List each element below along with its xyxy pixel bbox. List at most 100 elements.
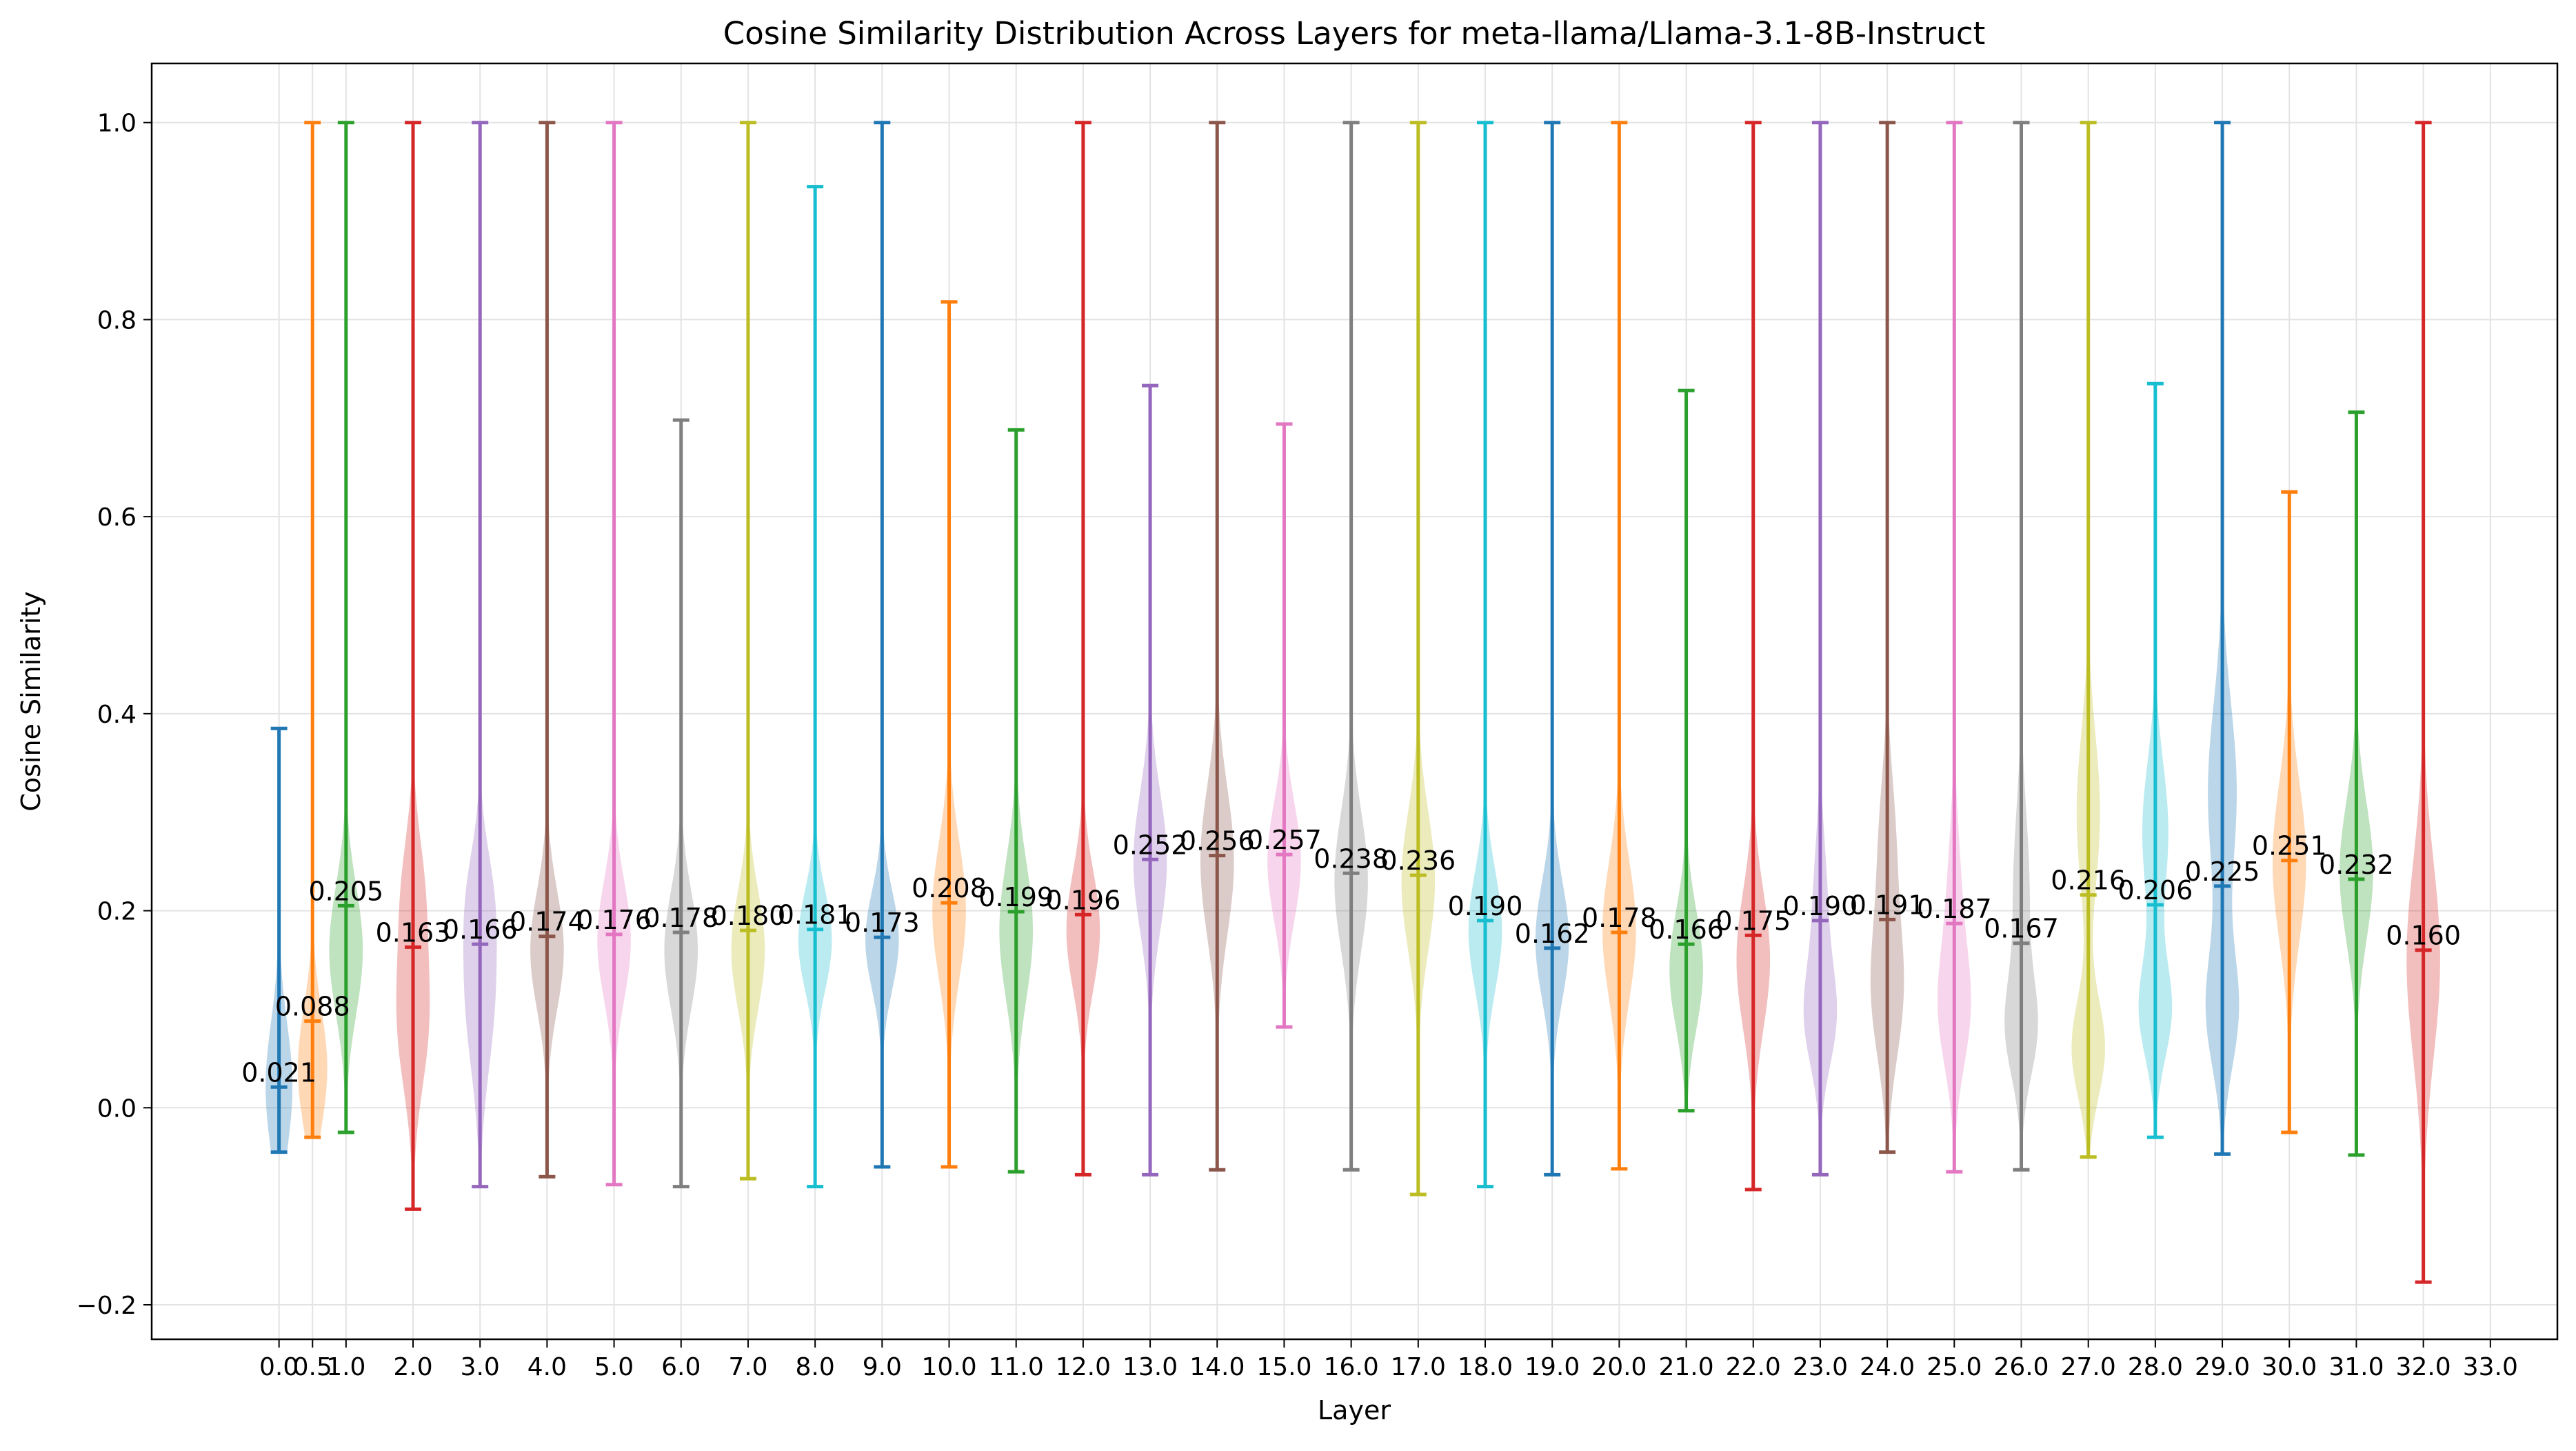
- y-tick-label: 0.2: [97, 898, 137, 926]
- x-tick-label: 16.0: [1324, 1353, 1379, 1381]
- mean-value-label: 0.178: [1582, 903, 1657, 933]
- x-tick-label: 13.0: [1123, 1353, 1178, 1381]
- mean-value-label: 0.088: [275, 992, 350, 1022]
- y-tick-label: −0.2: [77, 1292, 137, 1320]
- x-tick-label: 5.0: [594, 1353, 634, 1381]
- violin-body: [1602, 122, 1636, 1169]
- mean-value-label: 0.232: [2319, 850, 2394, 880]
- x-tick-label: 2.0: [393, 1353, 432, 1381]
- mean-value-label: 0.021: [241, 1057, 316, 1088]
- x-tick-label: 26.0: [1993, 1353, 2049, 1381]
- mean-value-label: 0.175: [1715, 905, 1791, 936]
- mean-value-label: 0.252: [1113, 830, 1188, 860]
- plot-frame: [150, 62, 2559, 1341]
- mean-value-label: 0.173: [845, 908, 920, 938]
- x-tick-label: 32.0: [2396, 1353, 2451, 1381]
- violin-body: [329, 122, 363, 1133]
- x-tick-label: 31.0: [2328, 1353, 2384, 1381]
- chart-title: Cosine Similarity Distribution Across La…: [723, 15, 1985, 52]
- x-tick-label: 20.0: [1591, 1353, 1647, 1381]
- x-tick-label: 25.0: [1926, 1353, 1982, 1381]
- mean-value-label: 0.163: [376, 917, 451, 948]
- violin-body: [1468, 122, 1502, 1187]
- x-tick-label: 11.0: [989, 1353, 1044, 1381]
- mean-value-label: 0.191: [1850, 890, 1925, 920]
- x-tick-label: 0.5: [293, 1353, 332, 1381]
- x-axis-label: Layer: [1318, 1395, 1391, 1425]
- x-tick-label: 22.0: [1726, 1353, 1781, 1381]
- violin-body: [1938, 122, 1971, 1172]
- mean-value-label: 0.176: [576, 905, 652, 935]
- x-tick-label: 19.0: [1525, 1353, 1580, 1381]
- violin-body: [463, 122, 497, 1187]
- x-tick-label: 27.0: [2061, 1353, 2116, 1381]
- x-tick-label: 17.0: [1391, 1353, 1446, 1381]
- y-tick-label: 0.4: [97, 701, 137, 729]
- mean-value-label: 0.196: [1045, 885, 1120, 915]
- x-tick-label: 33.0: [2463, 1353, 2518, 1381]
- x-tick-label: 30.0: [2262, 1353, 2317, 1381]
- mean-value-label: 0.178: [643, 903, 718, 933]
- x-tick-label: 24.0: [1860, 1353, 1915, 1381]
- violin-body: [1066, 122, 1100, 1175]
- mean-value-label: 0.167: [1984, 914, 2059, 944]
- x-tick-label: 28.0: [2128, 1353, 2183, 1381]
- x-tick-label: 3.0: [461, 1353, 500, 1381]
- x-tick-label: 23.0: [1793, 1353, 1848, 1381]
- violin-body: [530, 122, 564, 1177]
- mean-value-label: 0.251: [2252, 831, 2327, 861]
- y-tick-label: 0.0: [97, 1094, 137, 1123]
- x-tick-label: 29.0: [2195, 1353, 2250, 1381]
- x-tick-label: 9.0: [863, 1353, 902, 1381]
- x-tick-label: 4.0: [527, 1353, 567, 1381]
- violin-body: [1535, 122, 1569, 1175]
- mean-value-label: 0.206: [2117, 875, 2193, 905]
- mean-value-label: 0.181: [778, 900, 853, 930]
- y-tick-label: 0.8: [97, 306, 137, 334]
- mean-value-label: 0.256: [1180, 826, 1255, 857]
- mean-value-label: 0.190: [1783, 891, 1858, 921]
- mean-value-label: 0.174: [510, 907, 585, 937]
- mean-value-label: 0.166: [1649, 914, 1724, 945]
- mean-value-label: 0.257: [1247, 825, 1322, 855]
- violin-body: [1736, 122, 1771, 1190]
- violin-body: [597, 122, 631, 1185]
- mean-value-label: 0.236: [1380, 845, 1456, 876]
- violin-body: [731, 122, 765, 1179]
- data-labels: 0.0210.0880.2050.1630.1660.1740.1760.178…: [241, 825, 2461, 1088]
- mean-value-label: 0.216: [2051, 865, 2126, 896]
- y-tick-label: 0.6: [97, 503, 137, 532]
- x-tick-label: 18.0: [1458, 1353, 1513, 1381]
- mean-value-label: 0.225: [2185, 857, 2260, 887]
- x-tick-label: 10.0: [921, 1353, 976, 1381]
- x-tick-label: 8.0: [796, 1353, 835, 1381]
- violins: [265, 121, 2440, 1284]
- x-tick-label: 15.0: [1256, 1353, 1311, 1381]
- x-tick-label: 6.0: [661, 1353, 701, 1381]
- mean-value-label: 0.180: [711, 901, 786, 931]
- axis-ticks: 0.00.51.0 2.0 3.0 4.0 5.0 6.0 7.0 8.0 9.0 10.0 11.…: [77, 110, 2518, 1381]
- mean-value-label: 0.187: [1917, 894, 1992, 924]
- mean-value-label: 0.238: [1314, 843, 1389, 874]
- x-tick-label: 1.0: [326, 1353, 365, 1381]
- x-tick-label: 14.0: [1189, 1353, 1245, 1381]
- y-tick-label: 1.0: [97, 110, 137, 138]
- mean-value-label: 0.199: [978, 882, 1054, 912]
- violin-body: [396, 122, 430, 1210]
- x-tick-label: 0.0: [259, 1353, 299, 1381]
- y-axis-label: Cosine Similarity: [16, 591, 46, 811]
- mean-value-label: 0.205: [308, 876, 383, 906]
- mean-value-label: 0.208: [912, 873, 987, 903]
- x-tick-label: 21.0: [1658, 1353, 1713, 1381]
- violin-body: [865, 122, 899, 1168]
- mean-value-label: 0.160: [2386, 921, 2461, 951]
- mean-value-label: 0.162: [1515, 919, 1590, 949]
- violin-body: [798, 186, 832, 1187]
- x-tick-label: 12.0: [1056, 1353, 1111, 1381]
- x-tick-label: 7.0: [728, 1353, 767, 1381]
- mean-value-label: 0.166: [443, 914, 518, 945]
- mean-value-label: 0.190: [1448, 891, 1523, 921]
